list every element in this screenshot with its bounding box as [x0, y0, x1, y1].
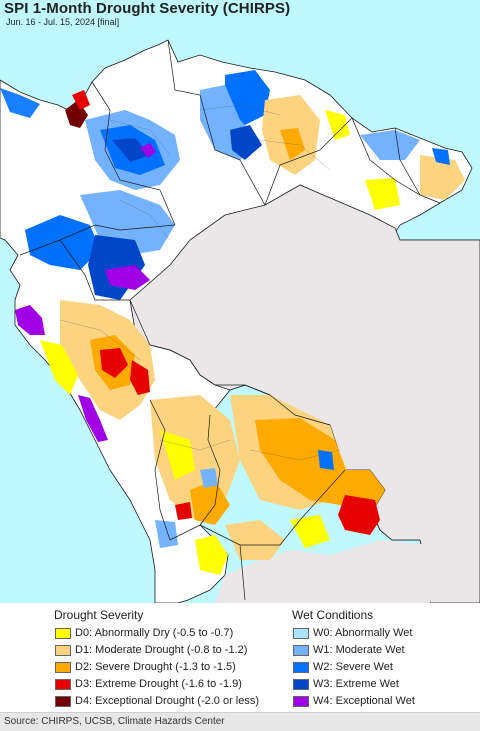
patch-d0-peru — [40, 340, 78, 395]
outside-region-south — [215, 540, 430, 603]
legend-label-d2: D2: Severe Drought (-1.3 to -1.5) — [75, 661, 236, 673]
legend-label-w3: W3: Extreme Wet — [313, 678, 399, 690]
legend-wet-heading: Wet Conditions — [292, 608, 374, 622]
legend-drought-heading: Drought Severity — [54, 608, 144, 622]
legend-label-w4: W4: Exceptional Wet — [313, 695, 415, 707]
patch-d3-panama — [72, 90, 90, 110]
patch-d3-peru — [100, 348, 128, 378]
legend-swatch-d2 — [55, 662, 71, 673]
map-subtitle: Jun. 16 - Jul. 15, 2024 [final] — [6, 17, 120, 27]
patch-d3-peru-east — [130, 360, 150, 395]
legend-swatch-w2 — [293, 662, 309, 673]
footer: Source: CHIRPS, UCSB, Climate Hazards Ce… — [0, 712, 480, 731]
patch-w2-nw — [0, 88, 40, 118]
legend-swatch-d1 — [55, 645, 71, 656]
country-borders — [19, 39, 441, 601]
patch-w1-guyana — [360, 130, 420, 160]
drought-map — [0, 0, 480, 603]
legend-label-d0: D0: Abnormally Dry (-0.5 to -0.7) — [75, 627, 234, 639]
patch-d1-guianas — [420, 155, 465, 200]
legend-label-d4: D4: Exceptional Drought (-2.0 or less) — [75, 695, 260, 707]
patch-w1-south — [155, 520, 178, 548]
patch-d0-bolivia — [160, 430, 195, 480]
patch-w3-colombia — [112, 138, 150, 162]
legend-label-w2: W2: Severe Wet — [313, 661, 393, 673]
legend-swatch-d3 — [55, 679, 71, 690]
legend-swatch-d0 — [55, 628, 71, 639]
patch-w4-coast-north — [15, 305, 45, 335]
patch-d0-guianas — [365, 178, 400, 210]
legend-label-w1: W1: Moderate Wet — [313, 644, 405, 656]
state-borders — [59, 104, 341, 461]
map-frame — [0, 0, 480, 603]
legend-label-d3: D3: Extreme Drought (-1.6 to -1.9) — [75, 678, 242, 690]
patch-d2-bolivia — [190, 480, 230, 525]
patch-d2-brazil — [255, 418, 350, 505]
map-title: SPI 1-Month Drought Severity (CHIRPS) — [4, 0, 291, 17]
legend-label-d1: D1: Moderate Drought (-0.8 to -1.2) — [75, 644, 248, 656]
legend-swatch-w1 — [293, 645, 309, 656]
patch-d3-bolivia — [175, 502, 192, 520]
patch-w1-bolivia — [200, 468, 218, 488]
legend-swatch-d4 — [55, 696, 71, 707]
legend: Drought Severity Wet Conditions D0: Abno… — [0, 604, 480, 712]
source-credit: Source: CHIRPS, UCSB, Climate Hazards Ce… — [4, 716, 225, 727]
legend-swatch-w3 — [293, 679, 309, 690]
legend-label-w0: W0: Abnormally Wet — [313, 627, 413, 639]
patch-w3-venezuela — [230, 125, 262, 160]
patch-d1-south — [225, 520, 285, 560]
patch-w4-coast-south — [78, 395, 108, 442]
patch-w4-amazon-north — [105, 265, 150, 290]
patch-w2-guianas — [432, 148, 450, 165]
patch-d0-south — [195, 535, 228, 575]
legend-swatch-w4 — [293, 696, 309, 707]
patch-d0-venezuela — [325, 110, 350, 140]
patch-w4-colombia — [140, 143, 156, 158]
legend-swatch-w0 — [293, 628, 309, 639]
patch-w2-ecuador — [25, 215, 100, 270]
patch-w2-brazil — [318, 450, 334, 470]
patch-d3-brazil — [338, 495, 380, 535]
patch-d0-brazil-south — [290, 515, 330, 548]
